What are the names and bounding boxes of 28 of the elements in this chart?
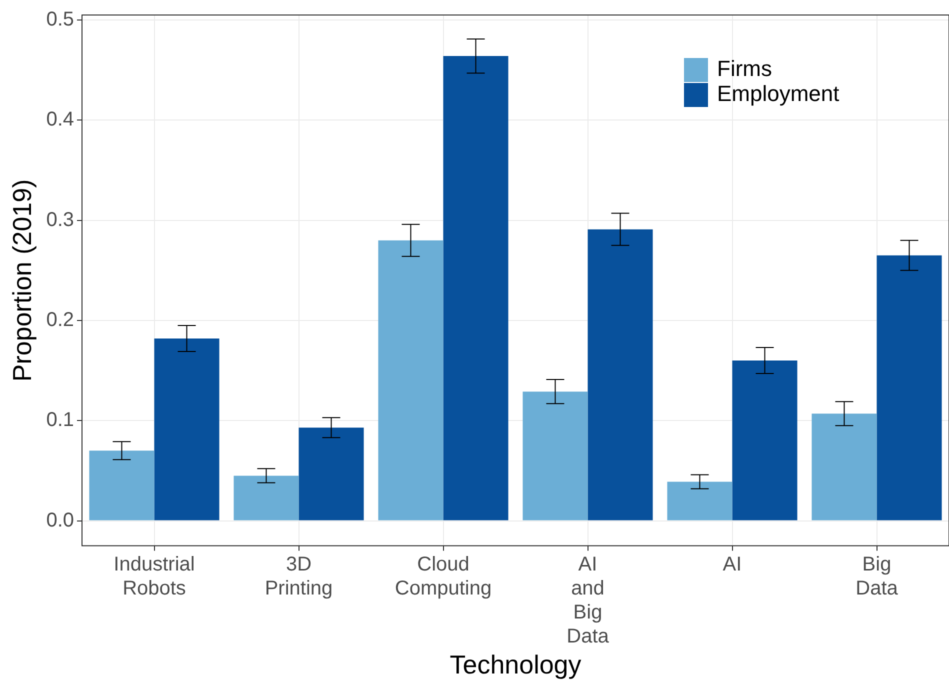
bar [588, 229, 653, 520]
y-tick-label: 0.1 [46, 409, 74, 432]
bar [522, 392, 588, 520]
x-tick-label: Industrial Robots [114, 553, 195, 600]
bar [154, 338, 220, 520]
y-axis-title: Proportion (2019) [6, 179, 37, 382]
x-tick-label: AI and Big Data [566, 553, 610, 648]
bar [667, 482, 732, 520]
y-tick-label: 0.3 [46, 208, 74, 231]
x-tick-label: AI [722, 553, 742, 576]
y-tick-label: 0.2 [46, 308, 74, 331]
bar [443, 56, 508, 520]
bar [378, 240, 444, 520]
x-tick-label: Cloud Computing [394, 553, 492, 600]
x-tick-label: 3D Printing [264, 553, 333, 600]
bar [298, 428, 364, 520]
bar [876, 255, 942, 520]
legend-label: Employment [717, 81, 840, 106]
bar [732, 360, 798, 520]
bar [234, 476, 299, 520]
y-tick-label: 0.0 [46, 509, 74, 532]
bar [812, 414, 877, 520]
y-tick-label: 0.5 [46, 8, 74, 31]
bar [89, 450, 154, 520]
x-axis-title: Technology [450, 650, 582, 680]
x-tick-label: Big Data [856, 553, 899, 600]
legend-label: Firms [717, 56, 772, 82]
y-tick-label: 0.4 [46, 108, 74, 131]
